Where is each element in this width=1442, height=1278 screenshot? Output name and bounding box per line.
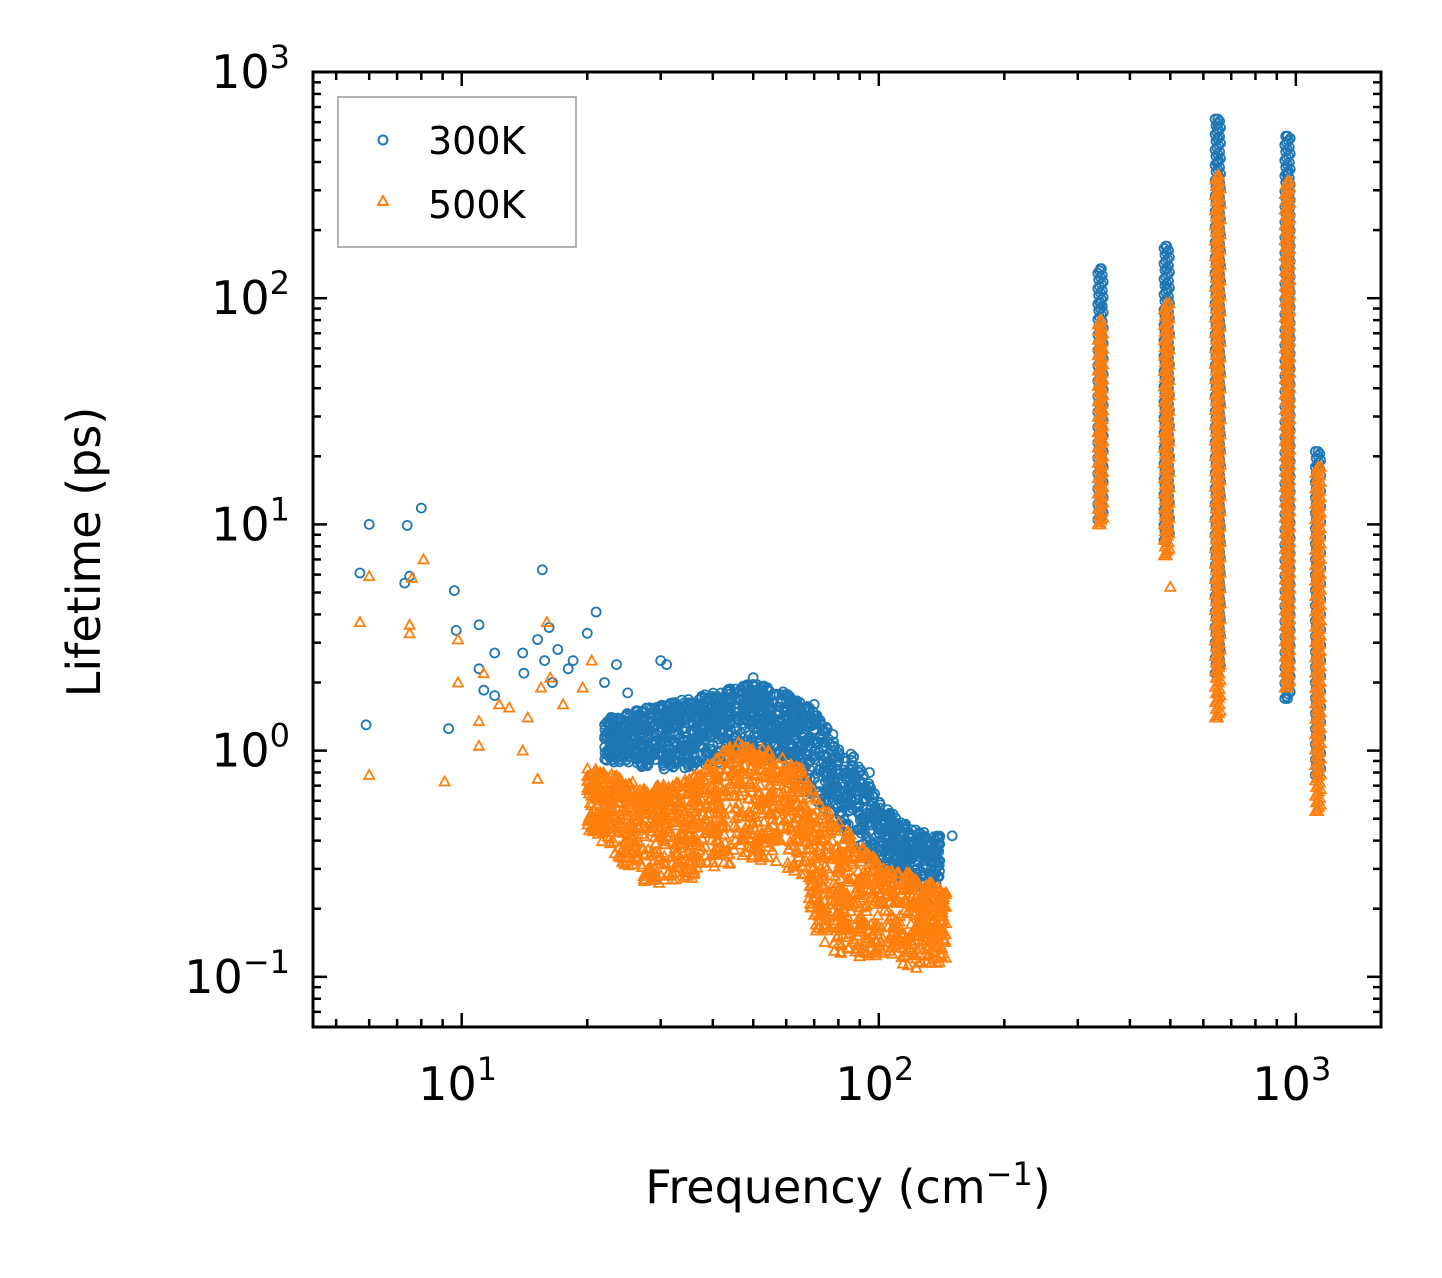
- data-point: [567, 655, 579, 666]
- cluster-point: [769, 854, 783, 866]
- data-point: [599, 677, 610, 688]
- data-point: [518, 667, 530, 679]
- cluster-point: [818, 935, 832, 947]
- data-point: [354, 567, 366, 579]
- data-point: [416, 552, 431, 565]
- data-point: [585, 653, 599, 666]
- data-point: [478, 684, 490, 696]
- data-point: [415, 502, 427, 514]
- data-point: [946, 830, 958, 842]
- data-point: [489, 690, 501, 701]
- data-point: [576, 680, 590, 693]
- data-point: [539, 655, 550, 666]
- cluster-point: [839, 756, 851, 767]
- data-point: [531, 772, 545, 784]
- data-point: [472, 714, 486, 726]
- data-point: [477, 666, 491, 679]
- data-point: [532, 634, 543, 645]
- data-point: [363, 519, 375, 530]
- data-point: [502, 700, 516, 713]
- cluster-point: [654, 733, 665, 745]
- data-point: [1163, 579, 1177, 592]
- data-point: [362, 768, 376, 780]
- data-point: [540, 615, 554, 627]
- cluster-point: [815, 797, 827, 808]
- data-point: [362, 569, 376, 582]
- data-point: [489, 647, 501, 659]
- data-point: [536, 564, 548, 576]
- data-point: [401, 520, 413, 531]
- data-point: [590, 606, 602, 618]
- data-point: [451, 675, 465, 688]
- data-point: [521, 710, 535, 723]
- data-point: [448, 585, 460, 596]
- data-point: [581, 627, 593, 639]
- cluster-point: [928, 831, 940, 843]
- data-point: [360, 719, 372, 731]
- data-point: [473, 619, 485, 631]
- data-point: [451, 632, 465, 645]
- data-point: [534, 680, 548, 693]
- data-point: [516, 743, 530, 756]
- data-point: [552, 644, 564, 655]
- data-point: [438, 774, 452, 787]
- cluster-point: [744, 729, 756, 741]
- dense-point-clusters: [580, 679, 953, 973]
- data-point: [622, 687, 634, 699]
- data-point: [556, 697, 570, 710]
- data-point: [443, 723, 455, 735]
- data-point: [472, 738, 486, 751]
- data-point: [353, 615, 367, 627]
- data-point: [611, 659, 622, 670]
- data-point: [450, 625, 462, 636]
- data-point: [543, 670, 557, 683]
- data-point: [517, 647, 529, 659]
- data-point: [543, 622, 555, 633]
